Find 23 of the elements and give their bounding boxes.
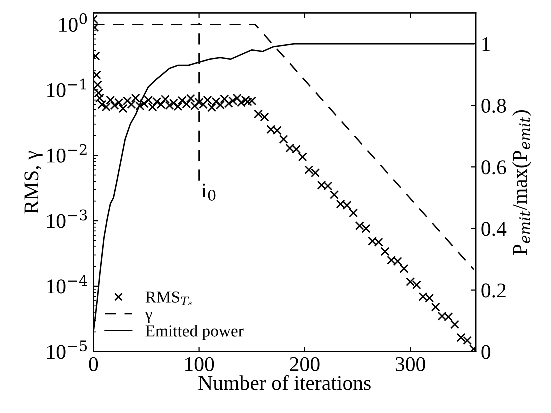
y2-axis-title: P$_{emit}$/max(P$_{emit}$) <box>512 110 532 256</box>
y-tick-label: 10$^{−4}$ <box>48 275 88 294</box>
y2-tick-label: 0.4 <box>482 222 507 236</box>
y2-tick-label: 0.6 <box>482 160 506 175</box>
x-tick-label: 0 <box>89 357 98 372</box>
y-tick-label: 10$^{−5}$ <box>48 340 88 360</box>
y-tick-label: 10$^{−3}$ <box>48 210 88 228</box>
y2-tick-label: 1 <box>482 37 490 52</box>
x-tick-label: 200 <box>290 357 320 372</box>
y2-tick-label: 0 <box>482 345 491 360</box>
y-axis-title: RMS, γ <box>24 151 43 214</box>
y-tick-label: 10$^{−2}$ <box>48 144 87 163</box>
y2-tick-label: 0.8 <box>482 98 506 114</box>
ref-line-label: i$_{0}$ <box>202 184 216 202</box>
legend-label: RMS$_{Tₛ}$ <box>146 292 192 306</box>
y-tick-label: 10$^{−1}$ <box>48 78 86 98</box>
legend-label: γ <box>145 312 152 324</box>
legend-label: Emitted power <box>146 325 244 340</box>
y-tick-label: 10$^{0}$ <box>60 13 88 32</box>
x-tick-label: 300 <box>396 357 426 372</box>
x-axis-title: Number of iterations <box>198 375 371 390</box>
y2-tick-label: 0.2 <box>482 284 506 298</box>
x-tick-label: 100 <box>186 357 214 372</box>
